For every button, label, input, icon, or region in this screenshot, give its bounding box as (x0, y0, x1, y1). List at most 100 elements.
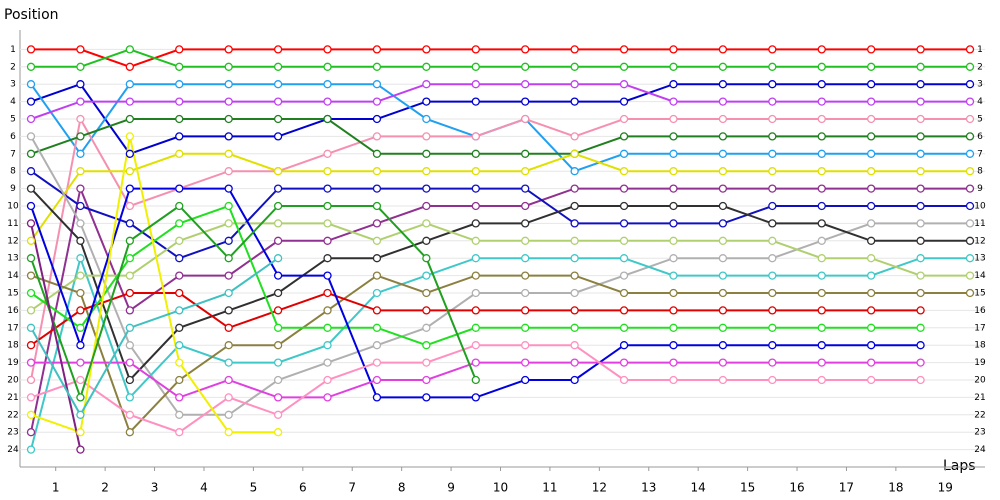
position-marker (916, 149, 925, 158)
position-marker (26, 428, 36, 437)
position-marker (175, 114, 184, 124)
position-marker (224, 375, 233, 385)
y-tick-label-right: 14 (974, 271, 986, 281)
position-marker (323, 306, 332, 315)
position-marker (867, 97, 876, 106)
x-tick-label: 2 (101, 481, 109, 495)
position-marker (224, 114, 233, 124)
position-marker (372, 201, 382, 211)
y-tick-label-right: 1 (977, 45, 983, 55)
position-marker (768, 149, 777, 158)
position-marker (273, 45, 283, 54)
position-marker (26, 288, 36, 298)
position-marker (768, 114, 777, 124)
position-marker (817, 288, 826, 298)
position-marker (323, 45, 332, 54)
y-tick-label-right: 2 (977, 62, 983, 72)
position-marker (965, 62, 975, 71)
y-tick-label-right: 19 (974, 358, 986, 368)
position-marker (372, 341, 382, 350)
position-marker (619, 80, 629, 89)
position-marker (273, 114, 283, 124)
position-marker (273, 288, 283, 298)
x-axis-label: Laps (943, 458, 976, 474)
x-tick-label: 12 (592, 481, 607, 495)
position-marker (867, 306, 876, 315)
position-marker (323, 271, 332, 280)
position-marker (471, 323, 480, 332)
position-marker (817, 132, 826, 141)
position-marker (718, 254, 728, 263)
position-marker (570, 62, 579, 71)
x-tick-label: 7 (348, 481, 356, 495)
position-marker (718, 288, 728, 298)
position-marker (521, 288, 530, 298)
position-marker (372, 132, 382, 141)
position-marker (323, 97, 332, 106)
position-marker (125, 254, 134, 263)
y-tick-label: 13 (7, 254, 18, 264)
position-marker (125, 358, 134, 367)
position-marker (175, 62, 184, 71)
x-tick-label: 9 (447, 481, 455, 495)
position-marker (224, 271, 233, 280)
position-marker (175, 80, 184, 89)
y-tick-label: 20 (7, 376, 19, 386)
position-marker (768, 201, 777, 211)
series-line (30, 152, 970, 242)
position-marker (965, 271, 975, 280)
position-marker (768, 271, 777, 280)
position-marker (323, 62, 332, 71)
position-marker (521, 271, 530, 280)
position-marker (619, 236, 629, 245)
position-marker (76, 45, 85, 54)
position-marker (619, 62, 629, 71)
position-marker (224, 184, 233, 193)
position-marker (619, 201, 629, 211)
position-marker (26, 393, 36, 402)
position-marker (619, 114, 629, 124)
position-marker (817, 375, 826, 385)
position-marker (718, 80, 728, 89)
position-marker (76, 393, 85, 402)
position-marker (323, 236, 332, 245)
position-marker (965, 184, 975, 193)
position-marker (718, 97, 728, 106)
position-marker (175, 410, 184, 419)
position-marker (817, 271, 826, 280)
position-marker (867, 149, 876, 158)
position-marker (26, 375, 36, 385)
y-tick-label: 17 (7, 323, 18, 333)
position-marker (76, 306, 85, 315)
series-line (30, 185, 970, 433)
position-marker (175, 393, 184, 402)
position-marker (718, 62, 728, 71)
position-marker (372, 306, 382, 315)
position-marker (175, 428, 184, 437)
position-marker (224, 288, 233, 298)
series-line (30, 187, 970, 382)
position-marker (422, 80, 431, 89)
position-marker (471, 236, 480, 245)
x-tick-label: 8 (398, 481, 406, 495)
position-marker (175, 97, 184, 106)
position-marker (76, 132, 85, 141)
position-marker (175, 271, 184, 280)
position-marker (422, 97, 431, 106)
position-marker (26, 201, 36, 211)
position-marker (76, 288, 85, 298)
position-marker (422, 114, 431, 124)
position-marker (768, 184, 777, 193)
position-marker (175, 288, 184, 298)
position-marker (718, 149, 728, 158)
position-marker (570, 149, 579, 158)
position-marker (323, 201, 332, 211)
position-marker (916, 45, 925, 54)
series-line (30, 254, 970, 450)
position-marker (817, 184, 826, 193)
position-marker (570, 254, 579, 263)
position-marker (224, 45, 233, 54)
position-marker (175, 375, 184, 385)
y-tick-label-right: 22 (974, 410, 985, 420)
position-marker (323, 393, 332, 402)
